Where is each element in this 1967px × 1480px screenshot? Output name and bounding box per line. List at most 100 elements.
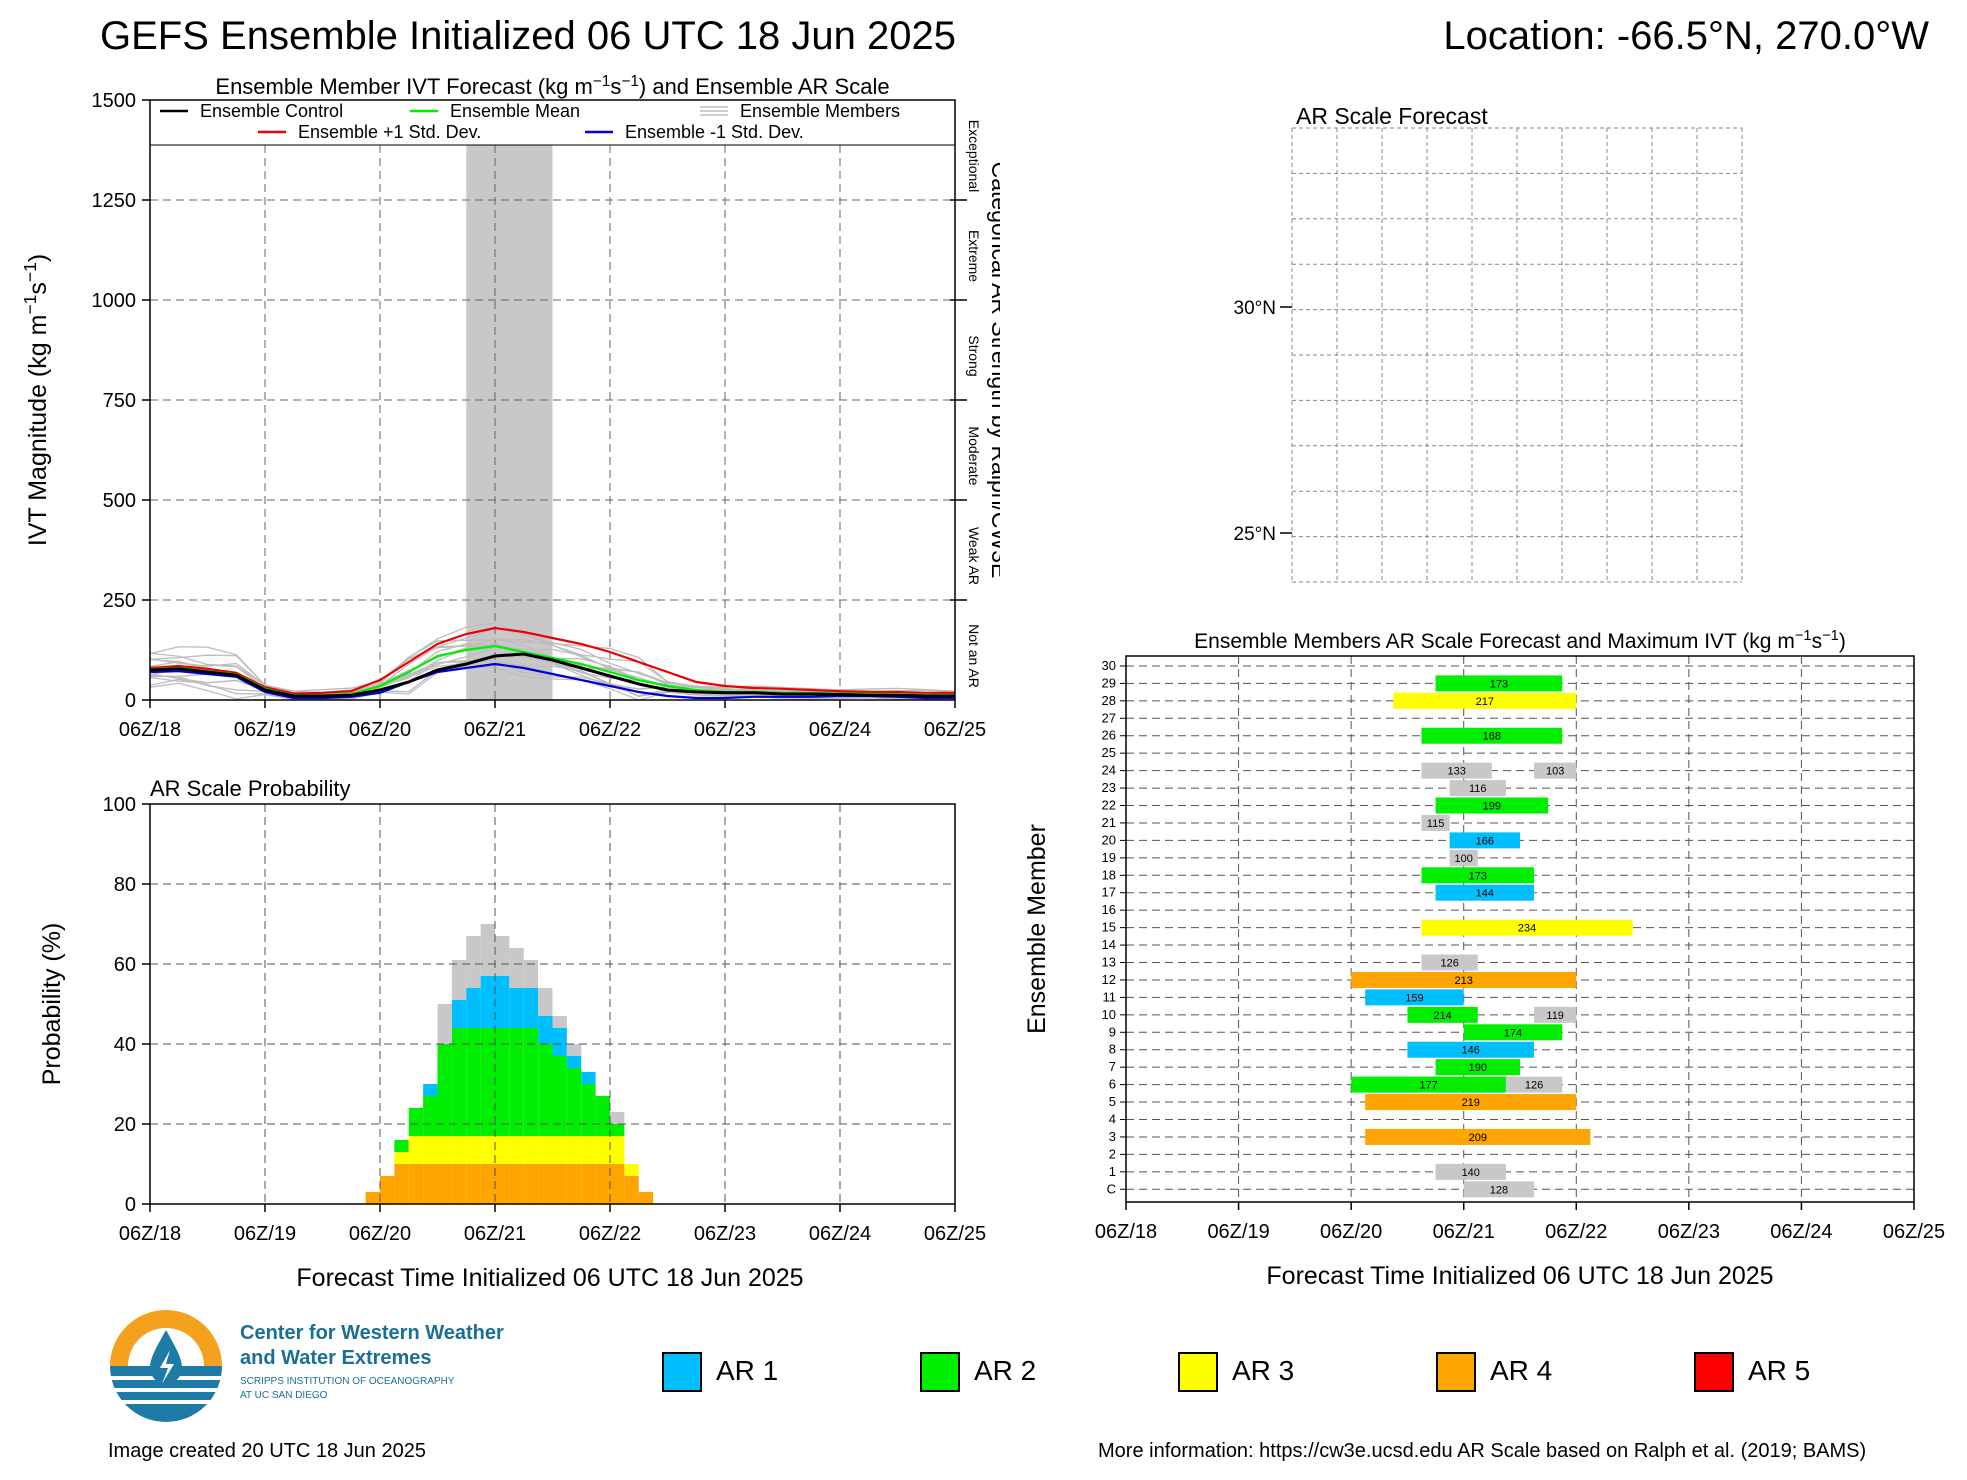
member-bar-label: 126 [1440,958,1458,970]
category-label: Strong [966,335,982,376]
x-tick-label: 06Z/19 [234,1223,296,1245]
member-bar [1365,989,1464,1006]
member-label: 24 [1102,763,1116,778]
prob-bar-not-ar [466,936,481,988]
member-bar [1435,884,1535,901]
legend-label-ar4: AR 4 [1490,1355,1553,1386]
legend-label: Ensemble Members [740,101,900,121]
member-bar-label: 177 [1419,1080,1437,1092]
member-bar [1393,692,1577,709]
prob-bar-not-ar [509,948,524,988]
ar-scale-map: AR Scale Forecast 30°N 25°N [1234,103,1743,583]
prob-bar-ar-3 [610,1136,625,1164]
prob-bar-ar-1 [552,1028,567,1056]
prob-bar-ar-4 [380,1176,395,1204]
member-bar-label: 168 [1483,731,1501,743]
legend-label-ar3: AR 3 [1232,1355,1295,1386]
member-bar [1505,1076,1563,1093]
member-bar-label: 100 [1455,853,1473,865]
prob-bar-ar-3 [423,1136,438,1164]
member-label: 16 [1102,902,1116,917]
series-line-ensemble-control [149,652,955,698]
member-bar [1421,919,1633,936]
prob-bar-not-ar [538,988,553,1016]
member-bar-label: 234 [1518,923,1536,935]
prob-bar-not-ar [451,960,467,1000]
member-label: 4 [1109,1112,1116,1127]
prob-bar-ar-2 [552,1056,567,1136]
category-label: Extreme [966,230,982,282]
y-tick-label: 1000 [92,290,137,312]
x-tick-label: 06Z/19 [1207,1221,1269,1243]
category-label: Moderate [966,426,982,485]
ensemble-member-chart: C123456789101112131415161718192021222324… [1023,628,1945,1290]
prob-bar-ar-2 [581,1084,596,1136]
prob-bar-not-ar [610,1112,625,1124]
right-axis-label: Categorical AR Strength by Ralph/CW3E [987,162,1000,579]
legend-label: Ensemble +1 Std. Dev. [298,122,481,142]
member-bar [1365,1094,1577,1111]
legend-label-ar2: AR 2 [974,1355,1037,1386]
x-tick-label: 06Z/25 [1883,1221,1945,1243]
member-label: 2 [1109,1146,1116,1161]
y-tick-label: 500 [103,490,136,512]
member-label: 19 [1102,850,1116,865]
member-bar-label: 173 [1469,870,1487,882]
y-tick-label: 40 [114,1034,136,1056]
member-label: 10 [1102,1007,1116,1022]
member-bar [1435,1163,1506,1180]
x-tick-label: 06Z/21 [464,719,526,741]
more-info-text: More information: https://cw3e.ucsd.edu … [1098,1440,1867,1462]
legend-swatch-ar4 [1436,1352,1476,1392]
prob-bar-ar-2 [566,1068,582,1136]
prob-bar-ar-3 [552,1136,567,1164]
prob-bar-ar-3 [495,1136,510,1164]
map-title: AR Scale Forecast [1296,103,1488,129]
y-tick-label: 80 [114,874,136,896]
x-tick-label: 06Z/24 [1770,1221,1832,1243]
member-label: 15 [1102,920,1116,935]
legend-label: Ensemble Mean [450,101,580,121]
prob-bar-ar-3 [408,1136,424,1164]
member-bar-label: 116 [1469,783,1487,795]
x-tick-label: 06Z/24 [809,719,871,741]
x-tick-label: 06Z/21 [1433,1221,1495,1243]
member-bar-label: 213 [1455,975,1473,987]
member-bar [1449,780,1506,797]
member-bar [1463,1181,1535,1198]
prob-bar-ar-4 [638,1192,654,1204]
x-tick-label: 06Z/22 [579,1223,641,1245]
x-tick-label: 06Z/21 [464,1223,526,1245]
member-bar [1421,727,1563,744]
prob-bar-ar-2 [610,1124,625,1136]
member-label: 27 [1102,710,1116,725]
prob-bar-ar-3 [480,1136,495,1164]
y-tick-label: 20 [114,1114,136,1136]
prob-bar-not-ar [523,960,539,988]
y-tick-label: 0 [125,690,136,712]
prob-bar-ar-2 [538,1044,553,1136]
member-label: 6 [1109,1077,1116,1092]
prob-bar-ar-3 [595,1136,610,1164]
prob-bar-ar-2 [480,1028,495,1136]
x-tick-label: 06Z/18 [1095,1221,1157,1243]
x-axis-label: Forecast Time Initialized 06 UTC 18 Jun … [296,1264,803,1292]
category-label: Weak AR [966,527,982,585]
plot-frame [149,803,956,1205]
member-bar-label: 126 [1525,1080,1543,1092]
chart-title: Ensemble Member IVT Forecast (kg m−1s−1)… [215,73,889,100]
plot-frame [1125,655,1915,1203]
prob-bar-ar-3 [624,1164,639,1176]
map-lat-label: 30°N [1234,298,1276,319]
legend-label: Ensemble Control [200,101,343,121]
member-label: 25 [1102,745,1116,760]
map-lat-label: 25°N [1234,524,1276,545]
prob-bar-ar-4 [595,1164,610,1204]
prob-bar-ar-4 [509,1164,524,1204]
prob-bar-ar-4 [451,1164,467,1204]
member-bar [1534,762,1577,779]
x-tick-label: 06Z/25 [924,719,986,741]
member-label: 7 [1109,1059,1116,1074]
member-bar [1435,797,1549,814]
member-bar [1449,849,1478,866]
